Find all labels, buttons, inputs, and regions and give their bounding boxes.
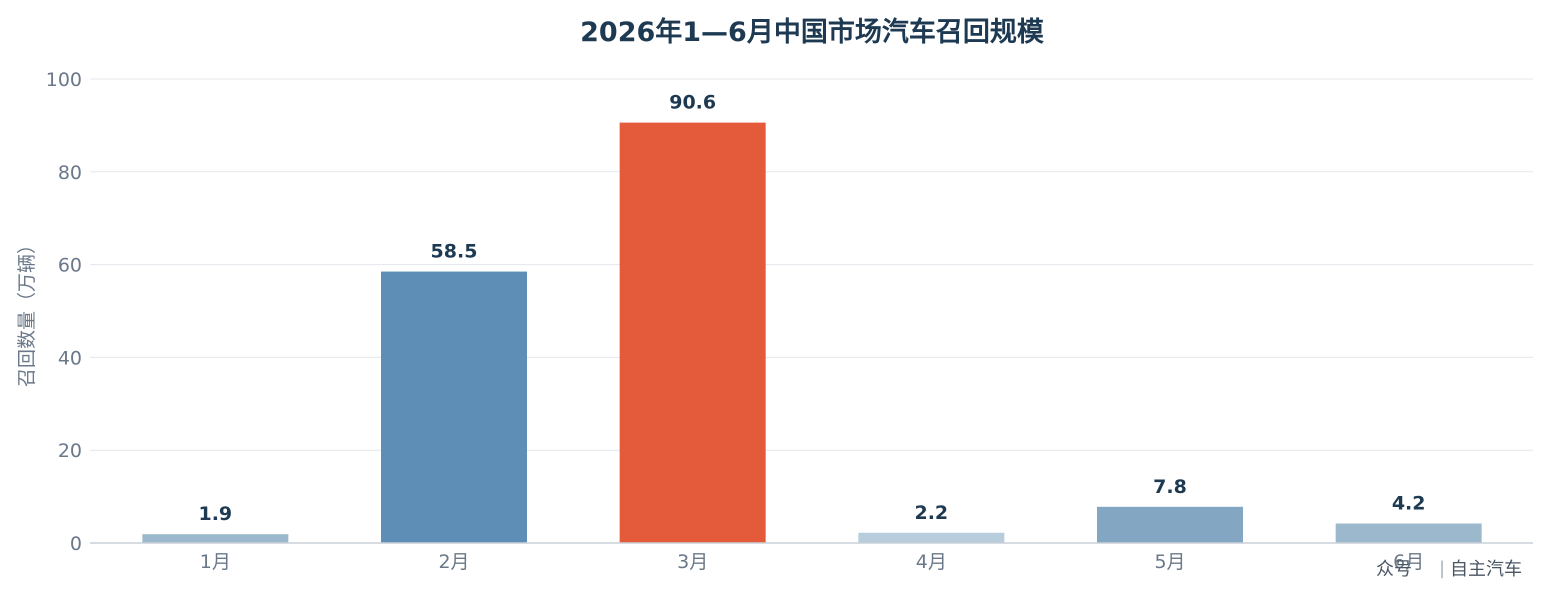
data-label: 58.5 (431, 241, 478, 263)
watermark-source: 众号 (1376, 559, 1412, 580)
bar-2 (381, 271, 527, 543)
x-tick-label: 3月 (677, 551, 708, 573)
data-label: 90.6 (669, 92, 716, 114)
data-label: 1.9 (198, 503, 232, 525)
bar-6 (1335, 523, 1482, 543)
data-label: 2.2 (914, 502, 948, 524)
x-axis-ticks: 1月 2月 3月 4月 5月 6月 (200, 551, 1424, 573)
bars (142, 122, 1482, 543)
y-tick-label: 0 (70, 533, 82, 555)
data-labels: 1.9 58.5 90.6 2.2 7.8 4.2 (198, 92, 1425, 526)
x-tick-label: 5月 (1154, 551, 1185, 573)
y-axis-label: 召回数量（万辆） (16, 235, 38, 387)
x-tick-label: 6月 (1393, 551, 1424, 573)
data-label: 7.8 (1153, 476, 1187, 498)
chart-title: 2026年1—6月中国市场汽车召回规模 (580, 16, 1044, 48)
y-tick-label: 40 (58, 347, 82, 369)
y-tick-label: 100 (46, 69, 82, 91)
bar-5 (1097, 506, 1243, 543)
gridlines (90, 78, 1533, 451)
watermark-name: 自主汽车 (1450, 559, 1522, 580)
bar-1 (142, 534, 289, 543)
x-tick-label: 4月 (916, 551, 947, 573)
y-tick-label: 80 (58, 162, 82, 184)
watermark: 众号 | 自主汽车 (1376, 558, 1522, 580)
bar-4 (858, 532, 1005, 543)
x-tick-label: 1月 (200, 551, 231, 573)
y-tick-label: 20 (58, 440, 82, 462)
x-tick-label: 2月 (438, 551, 469, 573)
y-axis-ticks: 0 20 40 60 80 100 (46, 69, 82, 555)
y-tick-label: 60 (58, 255, 82, 277)
bar-3 (619, 122, 766, 543)
data-label: 4.2 (1392, 493, 1426, 515)
watermark-separator: | (1439, 558, 1445, 579)
